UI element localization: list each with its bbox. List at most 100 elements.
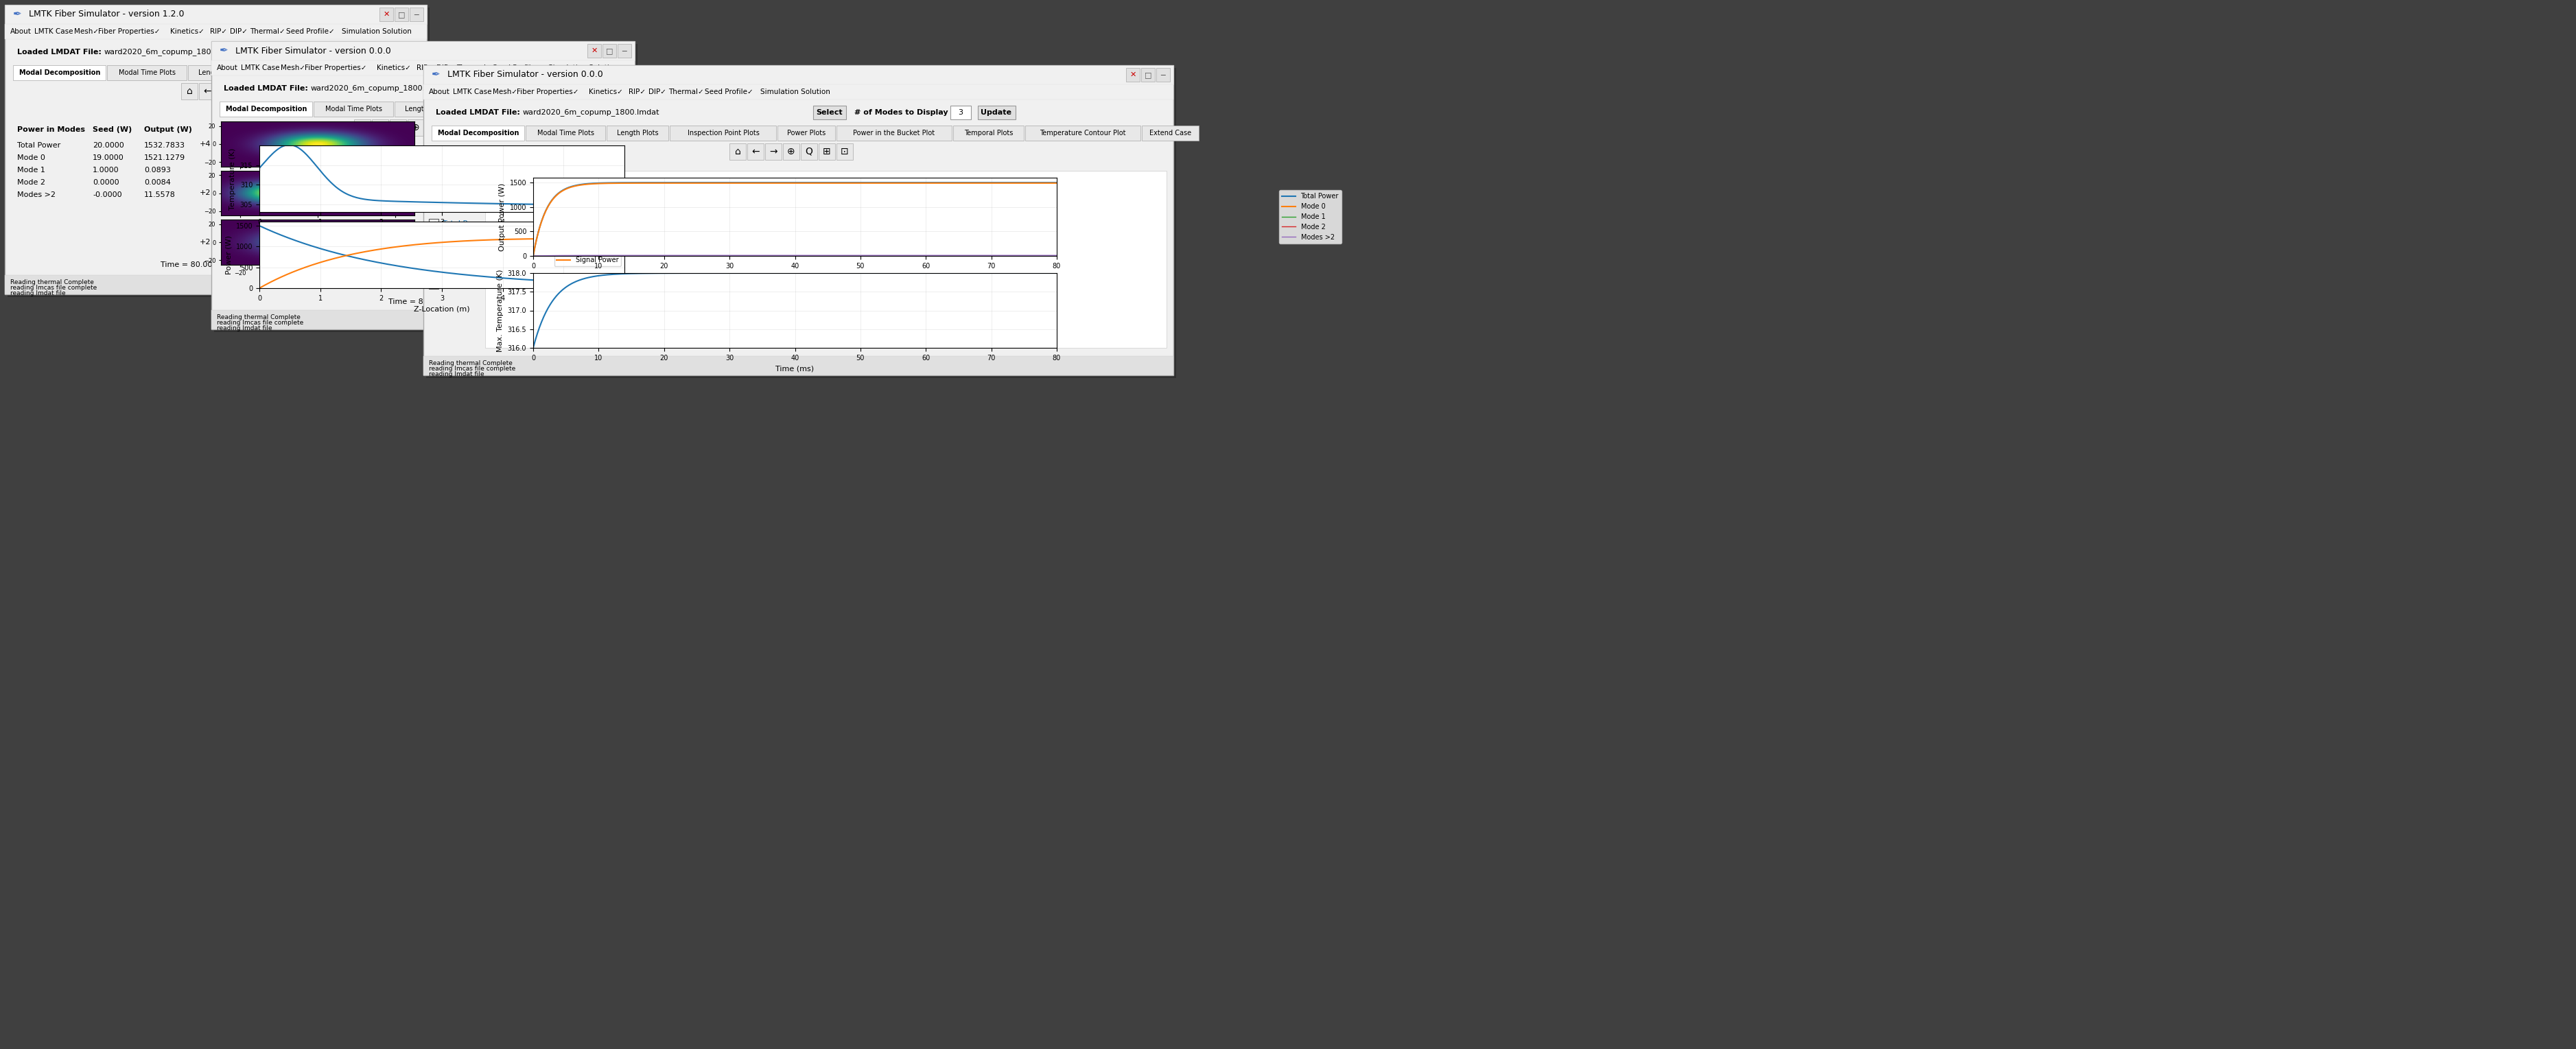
Text: Power in Modes: Power in Modes <box>18 126 85 133</box>
Text: Update: Update <box>598 85 629 92</box>
Signal Power <box>592 233 623 245</box>
Bar <box>5 24 428 39</box>
Signal Power <box>245 282 276 295</box>
Bar <box>951 106 971 120</box>
Pump Power <box>577 277 608 290</box>
Text: Mesh✓: Mesh✓ <box>75 28 98 35</box>
Text: ⊞: ⊞ <box>448 123 456 132</box>
Text: DIP✓: DIP✓ <box>649 88 667 95</box>
Mode 1 <box>1007 250 1038 262</box>
Text: Mode 2: Mode 2 <box>443 265 471 273</box>
Bar <box>765 144 781 159</box>
Text: DIP✓: DIP✓ <box>229 28 247 35</box>
Mode 0 <box>1030 177 1061 190</box>
Bar <box>428 219 438 229</box>
Bar <box>211 41 634 329</box>
Text: Length Plots: Length Plots <box>198 69 240 77</box>
Total Power <box>1041 176 1072 189</box>
Bar <box>430 82 464 95</box>
Bar <box>464 295 518 303</box>
Text: Update: Update <box>981 109 1012 116</box>
Text: ⌂: ⌂ <box>734 147 742 156</box>
Text: Loaded LMDAT File:: Loaded LMDAT File: <box>18 48 100 56</box>
Text: Reading thermal Complete: Reading thermal Complete <box>216 315 301 320</box>
Text: 1521.1279: 1521.1279 <box>144 154 185 162</box>
Total Power <box>518 250 549 262</box>
Text: Fiber Properties✓: Fiber Properties✓ <box>518 88 580 95</box>
Text: Modal Time Plots: Modal Time Plots <box>325 106 381 112</box>
Text: Simulation Solution: Simulation Solution <box>343 28 412 35</box>
Text: Seed Profile✓: Seed Profile✓ <box>286 28 335 35</box>
Text: -0.0000: -0.0000 <box>93 191 121 198</box>
Bar <box>389 45 425 59</box>
Text: RIP✓: RIP✓ <box>211 28 227 35</box>
Bar <box>188 65 250 81</box>
Signal Power <box>608 233 639 245</box>
Text: Modal Decomposition: Modal Decomposition <box>18 69 100 77</box>
X-axis label: Z-Location (m): Z-Location (m) <box>415 305 469 313</box>
Bar <box>670 126 775 141</box>
Line: Total Power: Total Power <box>533 183 1056 256</box>
Text: ←: ← <box>204 86 211 97</box>
Text: ✕: ✕ <box>384 10 389 18</box>
Text: Power in the Bucket Plot: Power in the Bucket Plot <box>853 130 935 136</box>
Bar <box>459 102 564 116</box>
Mode 0 <box>770 177 801 190</box>
Text: Inspection Point Plots: Inspection Point Plots <box>268 69 340 77</box>
Text: Magnitude: Magnitude <box>276 106 345 117</box>
Text: Reading thermal Complete: Reading thermal Complete <box>428 360 513 366</box>
Bar <box>422 65 1175 84</box>
Text: LMTK Case: LMTK Case <box>33 28 72 35</box>
Text: Power Plots: Power Plots <box>788 130 827 136</box>
Bar <box>428 249 438 259</box>
Bar <box>358 65 417 81</box>
Mode 1 <box>1030 250 1061 262</box>
Text: Time = 80.00 (ms): Time = 80.00 (ms) <box>389 298 461 305</box>
Text: ✒: ✒ <box>13 9 21 20</box>
Bar <box>428 279 438 288</box>
Text: ⌂: ⌂ <box>185 86 193 97</box>
Text: ─: ─ <box>1162 71 1164 79</box>
Text: RIP✓: RIP✓ <box>417 64 433 71</box>
Bar <box>422 84 1175 100</box>
Total Power <box>768 176 799 189</box>
Bar <box>410 7 422 21</box>
Text: About: About <box>10 28 31 35</box>
Bar <box>289 83 304 100</box>
Text: Select: Select <box>227 48 252 56</box>
Pump Power <box>265 229 296 241</box>
Text: LMTK Fiber Simulator - version 0.0.0: LMTK Fiber Simulator - version 0.0.0 <box>448 70 603 80</box>
Modes >2 <box>768 249 799 261</box>
Bar <box>214 44 636 333</box>
Modes >2 <box>801 249 832 261</box>
Bar <box>425 68 1177 378</box>
Text: Thermal✓: Thermal✓ <box>250 28 286 35</box>
Text: →: → <box>394 123 402 132</box>
Bar <box>603 44 616 58</box>
Text: ←: ← <box>752 147 760 156</box>
Text: ⊕: ⊕ <box>240 86 247 97</box>
Mode 1 <box>829 250 860 262</box>
Mode 1 <box>801 250 832 262</box>
Bar <box>219 102 312 116</box>
Bar <box>1141 68 1154 82</box>
Text: Inspection Point Plots: Inspection Point Plots <box>688 130 760 136</box>
Mode 2 <box>948 250 979 262</box>
Text: Update: Update <box>392 48 422 56</box>
Bar <box>837 144 853 159</box>
Text: Mode 0: Mode 0 <box>18 154 46 162</box>
Bar <box>953 126 1023 141</box>
Bar <box>778 126 835 141</box>
Text: reading lmdat file: reading lmdat file <box>428 371 484 378</box>
Modes >2 <box>829 249 860 261</box>
Text: Temporal Plots: Temporal Plots <box>546 69 595 77</box>
Mode 0 <box>829 177 860 190</box>
Text: 20.0000: 20.0000 <box>93 142 124 149</box>
Total Power <box>829 176 860 189</box>
Text: +2: +2 <box>198 239 211 245</box>
Mode 2 <box>768 250 799 262</box>
Mode 0 <box>1007 177 1038 190</box>
Mode 2 <box>1007 250 1038 262</box>
Text: ⌂: ⌂ <box>358 123 366 132</box>
Total Power <box>801 176 832 189</box>
